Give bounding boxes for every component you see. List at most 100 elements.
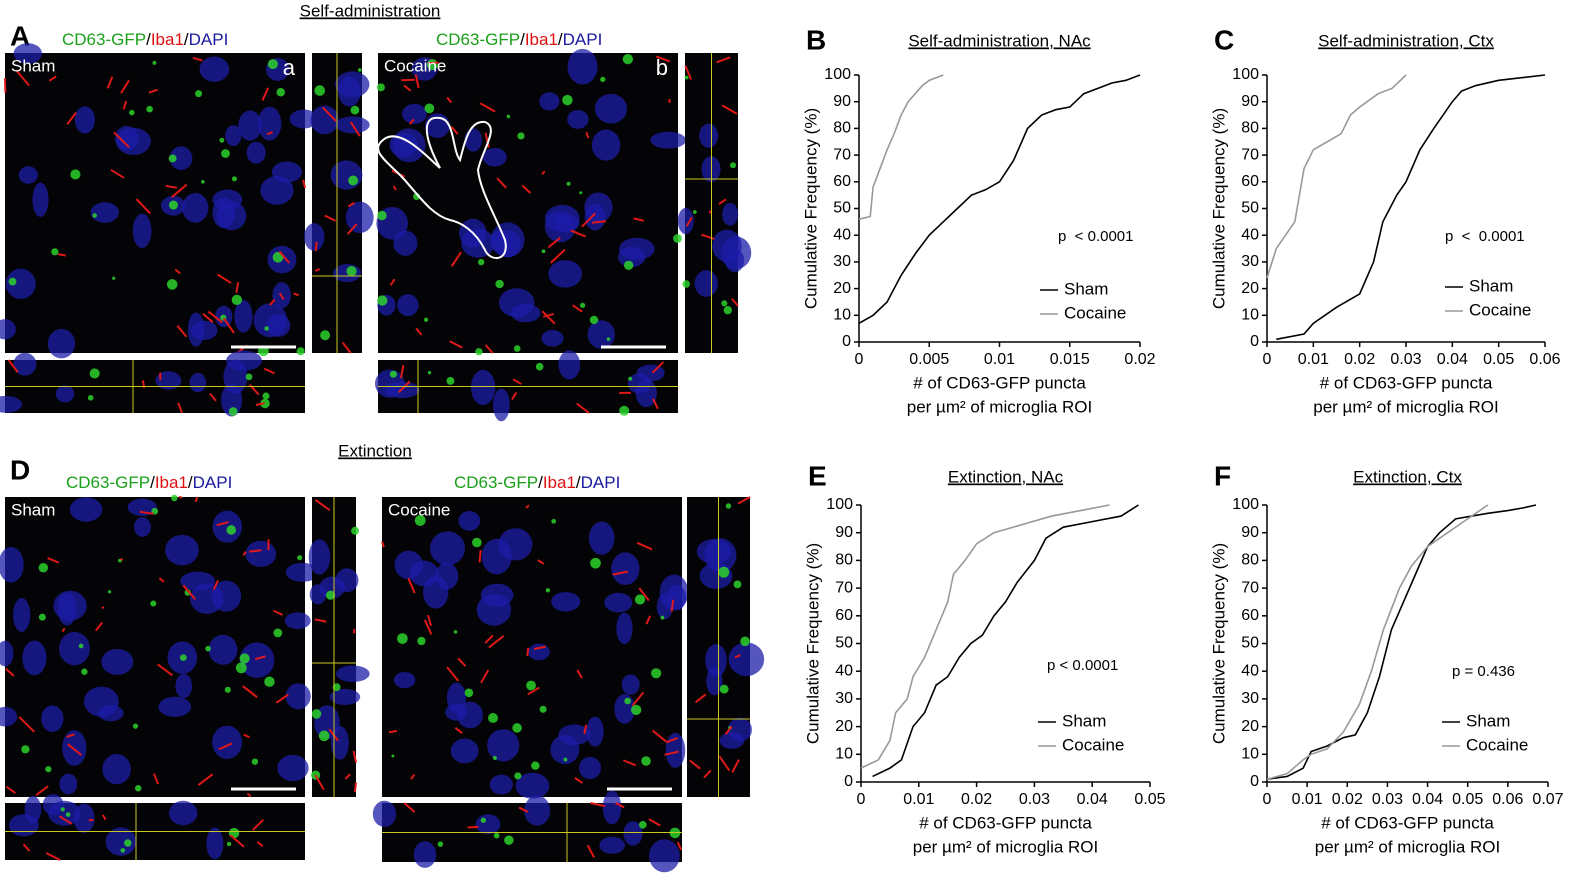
puncta — [245, 373, 253, 381]
puncta — [260, 398, 270, 409]
y-tick-label: 30 — [1241, 253, 1259, 270]
y-tick-label: 20 — [1241, 718, 1259, 735]
nucleus — [189, 372, 207, 393]
nucleus — [155, 371, 182, 390]
puncta — [397, 633, 408, 644]
process — [106, 76, 114, 89]
nucleus — [69, 497, 103, 522]
nucleus — [554, 215, 580, 232]
nucleus — [461, 228, 495, 258]
x-tick-label: 0.03 — [1390, 351, 1421, 368]
process — [174, 268, 181, 275]
nucleus — [0, 640, 14, 667]
nucleus — [0, 319, 16, 340]
process — [541, 170, 546, 175]
nucleus — [591, 129, 621, 161]
process — [652, 398, 659, 410]
process — [665, 737, 678, 744]
nucleus — [0, 395, 23, 413]
nucleus — [59, 631, 90, 666]
y-tick-label: 70 — [1241, 579, 1259, 596]
nucleus — [208, 634, 238, 665]
puncta — [152, 60, 157, 65]
x-tick-label: 0.05 — [1452, 791, 1483, 808]
puncta — [513, 345, 521, 352]
nucleus — [464, 128, 482, 152]
x-tick-label: 0 — [1263, 351, 1272, 368]
nucleus — [13, 43, 42, 64]
stain-part: Iba1 — [151, 30, 184, 49]
nucleus — [169, 146, 193, 171]
nucleus — [158, 696, 192, 717]
puncta — [723, 305, 732, 315]
process — [67, 743, 83, 756]
puncta — [541, 249, 546, 254]
puncta — [634, 594, 646, 605]
image-area — [5, 53, 305, 353]
x-tick-label: 0.06 — [1492, 791, 1523, 808]
process — [139, 510, 154, 515]
puncta — [475, 348, 483, 356]
nucleus — [271, 161, 302, 183]
puncta — [332, 683, 341, 692]
nucleus — [604, 592, 633, 613]
process — [235, 282, 240, 294]
series-line — [1266, 504, 1537, 781]
image-content — [677, 56, 752, 315]
process — [576, 402, 590, 414]
puncta — [414, 514, 426, 526]
x-tick-label: 0 — [855, 351, 864, 368]
y-tick-label: 40 — [1241, 662, 1259, 679]
stain-part: DAPI — [563, 30, 603, 49]
process — [242, 551, 247, 556]
puncta — [226, 525, 237, 535]
process — [533, 645, 546, 650]
x-tick-label: 0.02 — [1124, 351, 1155, 368]
x-tick-label: 0.015 — [1050, 351, 1090, 368]
process — [347, 202, 355, 208]
x-axis-label: # of CD63-GFP puncta — [1321, 813, 1494, 832]
y-tick-label: 80 — [835, 552, 853, 569]
stain-part: / — [538, 473, 543, 492]
process — [110, 168, 125, 179]
nucleus — [55, 385, 75, 403]
annotation: p = 0.436 — [1452, 663, 1515, 680]
process — [701, 233, 715, 240]
nucleus — [548, 260, 583, 288]
process — [457, 657, 467, 667]
process — [389, 278, 396, 286]
process — [525, 504, 530, 509]
process — [246, 792, 252, 798]
process — [496, 177, 507, 189]
y-tick-label: 70 — [835, 579, 853, 596]
process — [400, 364, 405, 379]
image-content — [374, 350, 665, 422]
puncta — [622, 54, 633, 65]
series-line — [858, 74, 1141, 325]
puncta — [357, 68, 362, 72]
process — [254, 655, 266, 661]
puncta — [120, 848, 126, 853]
process — [527, 686, 540, 696]
process — [651, 361, 665, 374]
process — [684, 65, 693, 80]
puncta — [579, 191, 583, 195]
x-axis-label: per µm² of microglia ROI — [1313, 397, 1499, 416]
process — [408, 118, 415, 125]
process — [591, 220, 607, 224]
legend-label: Sham — [1064, 279, 1108, 298]
image-content — [8, 794, 265, 861]
puncta — [318, 730, 330, 742]
nucleus — [335, 568, 359, 593]
y-tick-label: 80 — [833, 120, 851, 137]
y-tick-label: 100 — [824, 66, 851, 83]
puncta — [638, 820, 647, 829]
process — [176, 325, 188, 338]
x-tick-label: 0.01 — [903, 791, 934, 808]
nucleus — [221, 383, 243, 417]
process — [718, 198, 727, 205]
stain-part: Iba1 — [543, 473, 576, 492]
nucleus — [458, 511, 481, 531]
puncta — [221, 149, 230, 158]
puncta — [8, 277, 17, 286]
